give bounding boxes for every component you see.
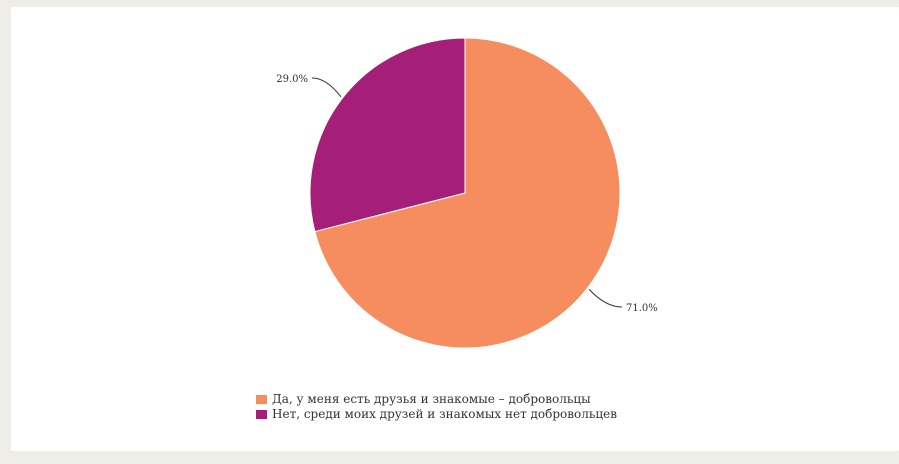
legend-swatch-yes bbox=[256, 395, 267, 404]
slice-value-label-0: 71.0% bbox=[626, 303, 658, 314]
pie-labels: 71.0% 29.0% bbox=[276, 74, 658, 314]
pie-slice-1[interactable] bbox=[309, 37, 466, 233]
slice-value-label-1: 29.0% bbox=[276, 74, 308, 85]
pie-slice-0[interactable] bbox=[314, 37, 621, 349]
leader-line-1 bbox=[311, 77, 342, 98]
legend-item-no[interactable]: Нет, среди моих друзей и знакомых нет до… bbox=[256, 407, 617, 422]
legend-label-yes: Да, у меня есть друзья и знакомые – добр… bbox=[272, 392, 591, 406]
legend-item-yes[interactable]: Да, у меня есть друзья и знакомые – добр… bbox=[256, 392, 617, 407]
leader-line-0 bbox=[588, 288, 623, 308]
legend-swatch-no bbox=[256, 410, 267, 419]
legend: Да, у меня есть друзья и знакомые – добр… bbox=[256, 392, 617, 422]
legend-label-no: Нет, среди моих друзей и знакомых нет до… bbox=[272, 407, 617, 421]
pie-slices bbox=[309, 37, 621, 349]
